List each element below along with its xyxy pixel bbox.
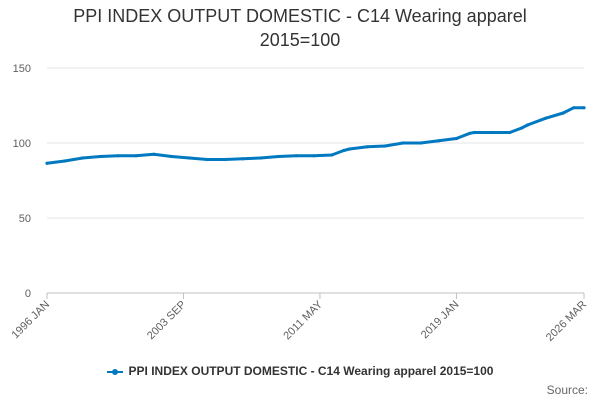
data-point: [134, 154, 138, 158]
data-point: [259, 156, 263, 160]
legend-line-marker-icon: [106, 368, 123, 375]
y-tick-label: 50: [19, 213, 31, 225]
x-tick-label: 2011 MAY: [281, 298, 325, 342]
source-label: Source:: [546, 383, 588, 397]
data-point: [330, 153, 334, 157]
data-point: [543, 116, 548, 120]
data-point: [276, 154, 280, 159]
data-point: [81, 156, 85, 160]
data-point: [490, 130, 494, 135]
series-line-0: [45, 106, 586, 165]
chart-title-line-1: PPI INDEX OUTPUT DOMESTIC - C14 Wearing …: [73, 6, 527, 26]
y-tick-label: 150: [13, 63, 31, 75]
data-point: [187, 156, 191, 160]
x-axis: [46, 292, 585, 299]
x-tick-label: 2019 JAN: [419, 299, 462, 342]
series-layer: [45, 106, 586, 165]
gridlines: [47, 67, 584, 219]
data-point: [454, 136, 458, 141]
x-tick-label: 2003 SEP: [145, 299, 189, 343]
data-point: [520, 126, 524, 130]
data-point: [572, 106, 576, 110]
data-point: [241, 157, 245, 161]
data-point: [365, 145, 369, 149]
x-axis-labels: 1996 JAN 2003 SEP 2011 MAY 2019 JAN 2026 MAR: [9, 298, 589, 344]
y-tick-label: 100: [13, 138, 31, 150]
y-tick-label: 0: [25, 288, 31, 300]
data-point: [45, 161, 49, 165]
chart-title: PPI INDEX OUTPUT DOMESTIC - C14 Wearing …: [0, 4, 600, 52]
legend[interactable]: PPI INDEX OUTPUT DOMESTIC - C14 Wearing …: [0, 364, 600, 378]
x-tick-label: 2026 MAR: [544, 299, 589, 344]
data-point: [437, 139, 441, 143]
data-point: [312, 154, 316, 158]
chart-title-line-2: 2015=100: [259, 30, 341, 50]
data-point: [170, 154, 174, 159]
data-point: [205, 157, 209, 162]
x-tick-label: 1996 JAN: [9, 299, 52, 342]
y-axis: 0 50 100 150: [13, 63, 31, 300]
data-point: [152, 152, 156, 156]
data-point: [468, 131, 472, 135]
data-point: [116, 154, 120, 158]
data-point: [472, 130, 476, 135]
data-point: [561, 111, 565, 115]
legend-label: PPI INDEX OUTPUT DOMESTIC - C14 Wearing …: [128, 364, 494, 378]
data-point: [348, 147, 352, 151]
data-point: [294, 154, 298, 158]
data-point: [526, 123, 530, 127]
data-point: [419, 141, 423, 145]
data-point: [98, 154, 102, 159]
data-point: [508, 130, 512, 135]
data-point: [401, 141, 405, 145]
data-point: [342, 148, 346, 153]
data-point: [223, 157, 227, 162]
data-point: [63, 159, 67, 163]
data-point: [582, 106, 586, 110]
data-point: [383, 144, 387, 148]
